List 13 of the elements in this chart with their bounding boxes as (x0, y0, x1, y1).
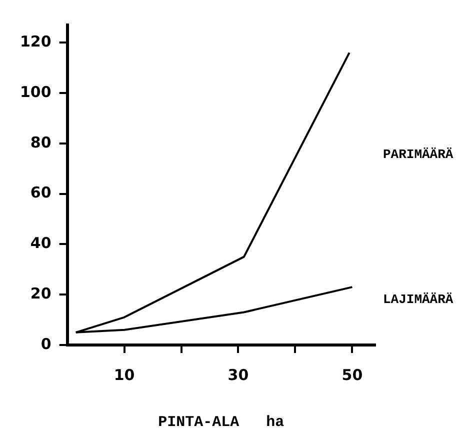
y-tick-label: 80 (30, 133, 52, 152)
y-tick-label: 0 (40, 334, 52, 353)
x-axis-title: PINTA-ALA ha (158, 414, 284, 431)
y-tick-label: 20 (30, 284, 52, 302)
y-tick-label: 120 (20, 32, 52, 51)
y-tick-label: 60 (30, 184, 52, 202)
text: LAJIMÄÄRÄ (383, 292, 454, 307)
x-tick-label: 50 (342, 366, 363, 384)
y-tick-label: 100 (20, 82, 52, 101)
x-tick-label: 30 (228, 366, 249, 384)
text: PARIMÄÄRÄ (383, 147, 454, 162)
x-tick-label: 10 (114, 366, 135, 384)
y-tick-label: 40 (30, 234, 52, 252)
